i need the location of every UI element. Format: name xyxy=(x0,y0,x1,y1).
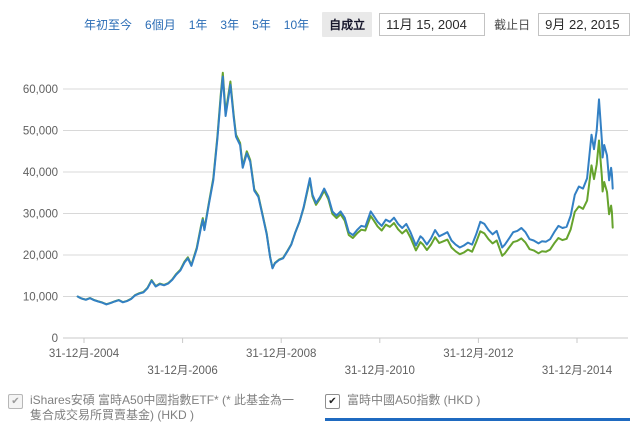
svg-text:10,000: 10,000 xyxy=(23,292,58,304)
svg-text:0: 0 xyxy=(52,333,58,345)
period-since-inception-selected[interactable]: 自成立 xyxy=(322,11,373,37)
period-link-6m[interactable]: 6個月 xyxy=(145,17,176,32)
period-link-3y[interactable]: 3年 xyxy=(220,17,240,32)
svg-text:31-12月-2012: 31-12月-2012 xyxy=(443,348,513,360)
chart-tick-labels: 0 10,000 20,000 30,000 40,000 50,000 60,000 31-… xyxy=(23,84,613,377)
legend-etf-label: iShares安碩 富時A50中國指數ETF* (* 此基金為一 隻合成交易所買… xyxy=(30,393,295,422)
end-date-label: 截止日 xyxy=(494,17,531,32)
legend-index-label: 富時中國A50指數 (HKD ) xyxy=(347,393,481,407)
end-date-input[interactable] xyxy=(538,12,631,36)
svg-text:31-12月-2014: 31-12月-2014 xyxy=(542,365,613,377)
index-checkbox[interactable]: ✔ xyxy=(325,394,340,409)
start-date-input[interactable] xyxy=(379,12,486,36)
chart-series xyxy=(76,71,614,306)
svg-text:20,000: 20,000 xyxy=(23,250,58,262)
index-series-underline xyxy=(325,418,630,421)
period-link-ytd[interactable]: 年初至今 xyxy=(84,17,133,32)
svg-text:30,000: 30,000 xyxy=(23,209,58,221)
chart-gridlines xyxy=(63,88,628,297)
svg-text:40,000: 40,000 xyxy=(23,167,58,179)
period-link-1y[interactable]: 1年 xyxy=(188,17,208,32)
svg-text:31-12月-2004: 31-12月-2004 xyxy=(49,348,120,360)
period-link-10y[interactable]: 10年 xyxy=(283,17,310,32)
legend-item-index[interactable]: ✔ 富時中國A50指數 (HKD ) xyxy=(325,393,625,409)
etf-checkbox[interactable]: ✔ xyxy=(8,394,23,409)
svg-text:50,000: 50,000 xyxy=(23,126,58,138)
period-link-5y[interactable]: 5年 xyxy=(252,17,271,32)
period-toolbar: 年初至今 6個月 1年 3年 5年 10年 自成立 截止日 xyxy=(84,11,631,37)
svg-text:60,000: 60,000 xyxy=(23,84,58,96)
chart-axis xyxy=(63,337,628,343)
svg-text:31-12月-2008: 31-12月-2008 xyxy=(246,348,316,360)
price-chart: 0 10,000 20,000 30,000 40,000 50,000 60,000 31-… xyxy=(23,71,628,377)
svg-text:31-12月-2006: 31-12月-2006 xyxy=(147,365,217,377)
svg-text:31-12月-2010: 31-12月-2010 xyxy=(345,365,415,377)
legend-item-etf[interactable]: ✔ iShares安碩 富時A50中國指數ETF* (* 此基金為一 隻合成交易… xyxy=(8,393,320,423)
